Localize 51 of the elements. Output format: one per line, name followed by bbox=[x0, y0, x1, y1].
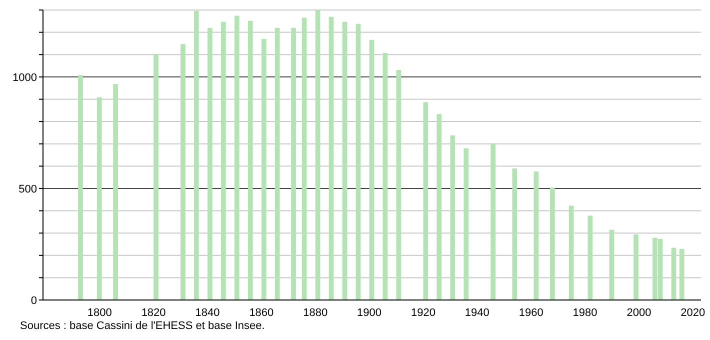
x-tick-label: 1980 bbox=[572, 306, 598, 319]
bar bbox=[234, 16, 240, 300]
bar bbox=[464, 148, 469, 300]
y-tick-label: 1000 bbox=[12, 72, 37, 84]
x-tick-label: 2000 bbox=[626, 306, 652, 319]
x-tick-label: 1960 bbox=[518, 306, 544, 319]
bar bbox=[113, 84, 118, 300]
x-tick-label: 1820 bbox=[141, 306, 166, 319]
bar bbox=[588, 216, 593, 300]
bar bbox=[291, 28, 296, 300]
x-tick-label: 1880 bbox=[303, 306, 328, 319]
bar bbox=[302, 18, 307, 300]
bar bbox=[96, 97, 102, 300]
bar bbox=[396, 70, 402, 300]
y-tick-label: 500 bbox=[18, 183, 37, 196]
bar bbox=[634, 234, 638, 300]
bar bbox=[220, 22, 226, 300]
x-tick-label: 1860 bbox=[249, 306, 274, 319]
bar bbox=[490, 143, 496, 300]
bar bbox=[328, 16, 334, 300]
bar bbox=[671, 248, 676, 300]
bar bbox=[261, 39, 266, 300]
y-tick-label: 0 bbox=[30, 294, 37, 307]
x-tick-label: 1800 bbox=[87, 306, 112, 319]
bar bbox=[550, 188, 555, 300]
bar bbox=[208, 28, 212, 300]
bar bbox=[679, 248, 684, 300]
bar bbox=[436, 114, 442, 300]
bar bbox=[315, 10, 320, 300]
x-tick-label: 1840 bbox=[195, 306, 220, 319]
x-tick-label: 1920 bbox=[410, 306, 436, 319]
bar bbox=[568, 206, 574, 300]
bar bbox=[423, 102, 428, 300]
bar bbox=[154, 54, 158, 300]
bar bbox=[356, 24, 361, 300]
bar bbox=[342, 22, 348, 300]
bar bbox=[180, 44, 186, 300]
bar bbox=[78, 75, 83, 300]
x-tick-label: 2020 bbox=[680, 306, 706, 319]
bar bbox=[382, 53, 388, 300]
bar bbox=[512, 168, 518, 300]
bar bbox=[274, 28, 280, 300]
bar bbox=[194, 10, 199, 300]
bar bbox=[450, 135, 456, 300]
x-tick-label: 1940 bbox=[464, 306, 490, 319]
bar bbox=[248, 20, 253, 300]
source-note: Sources : base Cassini de l'EHESS et base Insee. bbox=[20, 320, 265, 332]
bar bbox=[609, 230, 614, 300]
bar bbox=[534, 172, 539, 300]
bar bbox=[369, 40, 374, 300]
x-tick-label: 1900 bbox=[357, 306, 382, 319]
